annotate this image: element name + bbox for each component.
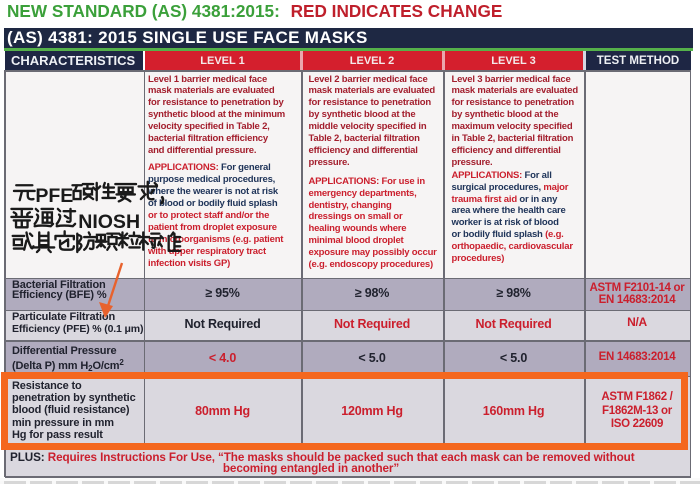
svg-text:PFE: PFE bbox=[35, 185, 73, 207]
svg-text:NIOSH: NIOSH bbox=[78, 211, 140, 233]
